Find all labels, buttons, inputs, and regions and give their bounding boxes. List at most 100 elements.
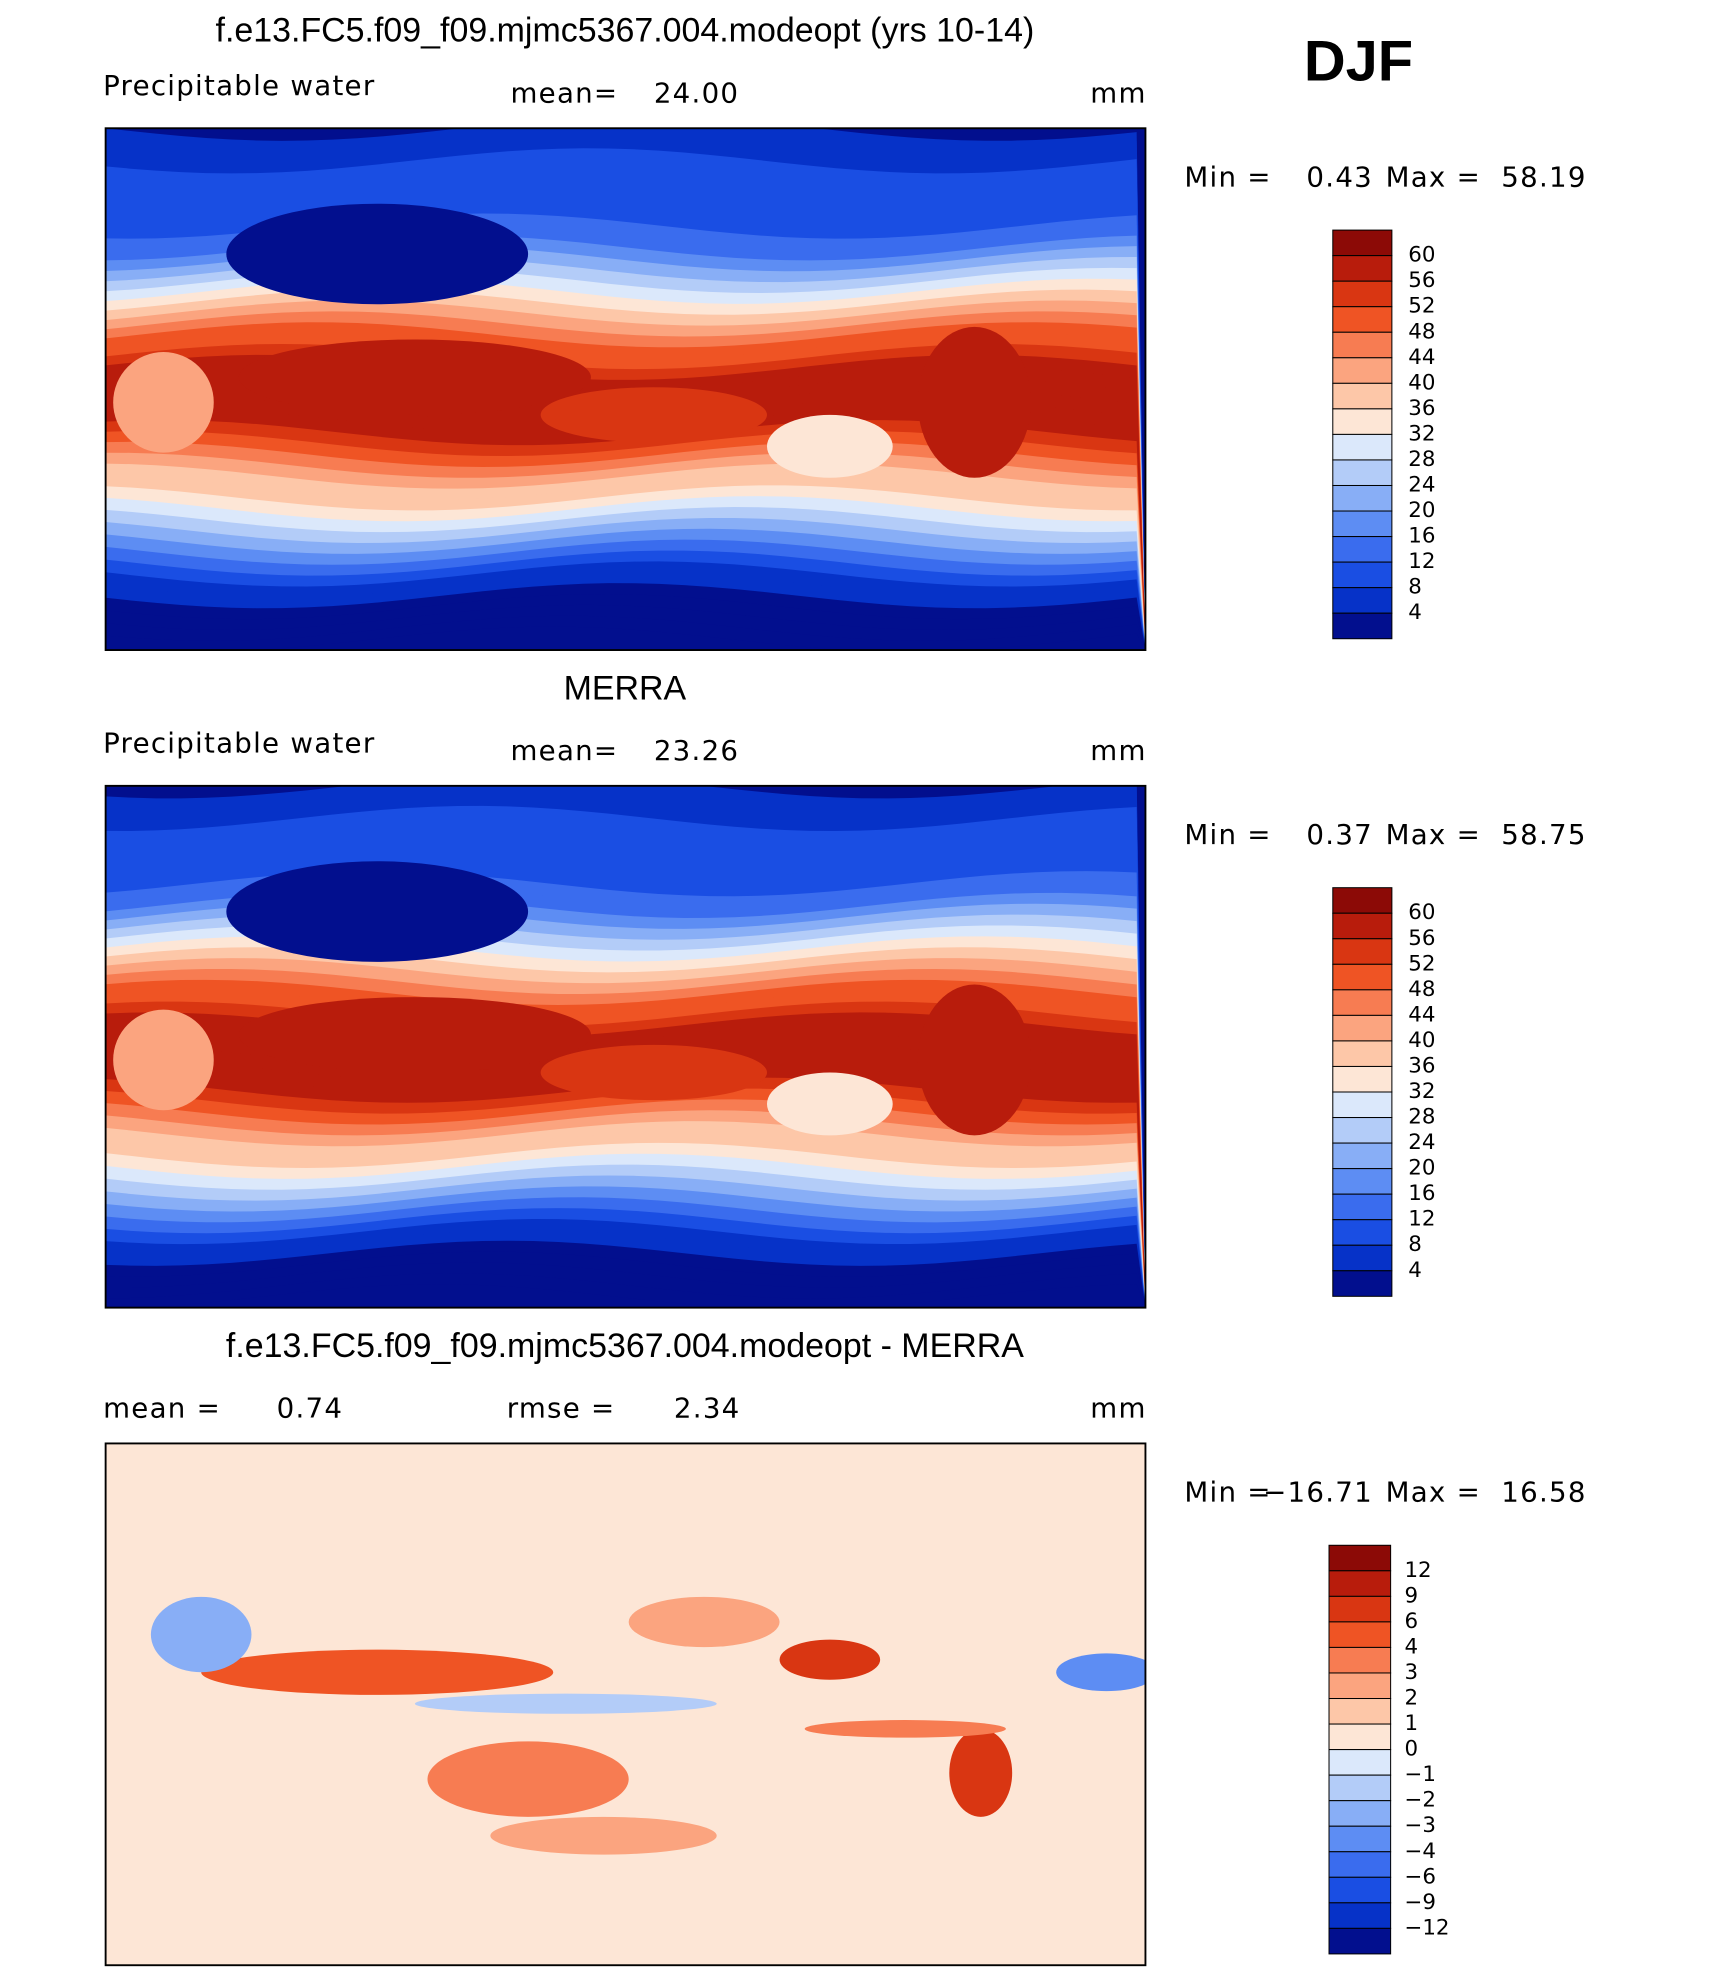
stat-label: mean=	[510, 734, 618, 767]
colorbar-box	[1328, 1876, 1392, 1904]
colorbar-label: 36	[1408, 396, 1435, 421]
blob	[540, 387, 767, 443]
colorbar-box	[1332, 255, 1393, 282]
colorbar-label: −12	[1404, 1915, 1449, 1940]
colorbar-box	[1328, 1672, 1392, 1700]
colorbar-box	[1332, 1040, 1393, 1067]
colorbar-label: 4	[1404, 1634, 1418, 1659]
max-value: 16.58	[1501, 1476, 1586, 1509]
variable-label: Precipitable water	[103, 69, 375, 102]
season-label: DJF	[1304, 30, 1413, 94]
colorbar-label: 9	[1404, 1583, 1418, 1608]
colorbar-box	[1332, 536, 1393, 563]
map-frame	[104, 1442, 1147, 1967]
colorbar-label: −3	[1404, 1813, 1436, 1838]
colorbar-box	[1328, 1825, 1392, 1853]
colorbar-box	[1328, 1646, 1392, 1674]
blob	[226, 203, 529, 305]
colorbar-box	[1328, 1621, 1392, 1648]
blob	[201, 1649, 554, 1695]
min-value: 0.43	[1306, 161, 1373, 194]
max-value: 58.19	[1501, 161, 1586, 194]
colorbar-box	[1332, 963, 1393, 991]
blob	[628, 1596, 780, 1648]
blob	[917, 984, 1032, 1136]
colorbar-label: 28	[1408, 1105, 1435, 1130]
colorbar-box	[1332, 1117, 1393, 1144]
colorbar-label: 4	[1408, 600, 1422, 625]
colorbar-box	[1332, 1091, 1393, 1119]
colorbar-box	[1328, 1570, 1392, 1597]
colorbar-label: 12	[1408, 549, 1435, 574]
colorbar-label: 12	[1404, 1558, 1431, 1583]
stat-label: mean =	[103, 1391, 221, 1424]
panel-title: MERRA	[564, 669, 687, 707]
colorbar-box	[1332, 306, 1393, 333]
colorbar-label: −4	[1404, 1839, 1436, 1864]
blob	[540, 1044, 767, 1101]
min-label: Min =	[1184, 818, 1271, 851]
colorbar-label: 44	[1408, 1002, 1435, 1027]
colorbar-box	[1328, 1927, 1392, 1955]
colorbar-box	[1332, 912, 1393, 940]
units-label: mm	[1090, 76, 1146, 109]
stat-value: 24.00	[654, 76, 739, 109]
colorbar-label: −6	[1404, 1864, 1436, 1889]
blob	[113, 352, 214, 453]
colorbar-box	[1332, 587, 1393, 614]
colorbar-label: 52	[1408, 951, 1435, 976]
stat-label: rmse =	[507, 1391, 616, 1424]
stat-label: mean=	[510, 76, 618, 109]
colorbar-label: 20	[1408, 498, 1435, 523]
colorbar-label: −9	[1404, 1890, 1436, 1915]
colorbar-box	[1332, 561, 1393, 589]
map-art	[105, 785, 1146, 1308]
colorbar-label: 3	[1404, 1660, 1418, 1685]
colorbar-box	[1332, 612, 1393, 640]
colorbar-box	[1332, 1065, 1393, 1093]
colorbar-label: 32	[1408, 421, 1435, 446]
colorbar-box	[1328, 1851, 1392, 1878]
blob	[238, 339, 591, 415]
colorbar-box	[1328, 1749, 1392, 1776]
colorbar-box	[1332, 1270, 1393, 1297]
map	[104, 784, 1147, 1309]
map	[104, 1442, 1147, 1967]
blob	[779, 1639, 881, 1680]
colorbar-box	[1332, 510, 1393, 538]
colorbar-label: 32	[1408, 1079, 1435, 1104]
colorbar-box	[1328, 1544, 1392, 1572]
colorbar-label: 16	[1408, 1181, 1435, 1206]
colorbar-box	[1332, 382, 1393, 410]
colorbar-box	[1332, 1219, 1393, 1246]
band	[105, 1284, 1146, 1308]
colorbar-box	[1332, 1168, 1393, 1195]
colorbar-box	[1332, 357, 1393, 384]
colorbar-label: 60	[1408, 900, 1435, 925]
colorbar-label: 8	[1408, 575, 1422, 600]
colorbar-label: 60	[1408, 243, 1435, 268]
colorbar-label: 2	[1404, 1686, 1418, 1711]
min-label: Min =	[1184, 1476, 1271, 1509]
colorbar-box	[1332, 1014, 1393, 1042]
colorbar-label: 1	[1404, 1711, 1418, 1736]
units-label: mm	[1090, 734, 1146, 767]
colorbar-label: 48	[1408, 319, 1435, 344]
min-value: 0.37	[1306, 818, 1373, 851]
colorbar-box	[1328, 1902, 1392, 1929]
map-frame	[104, 784, 1147, 1309]
min-label: Min =	[1184, 161, 1271, 194]
variable-label: Precipitable water	[103, 726, 375, 759]
blob	[490, 1816, 717, 1855]
stat-value: 0.74	[277, 1391, 344, 1424]
max-label: Max =	[1386, 818, 1481, 851]
band	[105, 626, 1146, 651]
blob	[427, 1741, 629, 1817]
colorbar-box	[1332, 938, 1393, 965]
blob	[1056, 1653, 1146, 1692]
blob	[917, 326, 1032, 478]
colorbar-label: 12	[1408, 1207, 1435, 1232]
colorbar-label: 44	[1408, 345, 1435, 370]
